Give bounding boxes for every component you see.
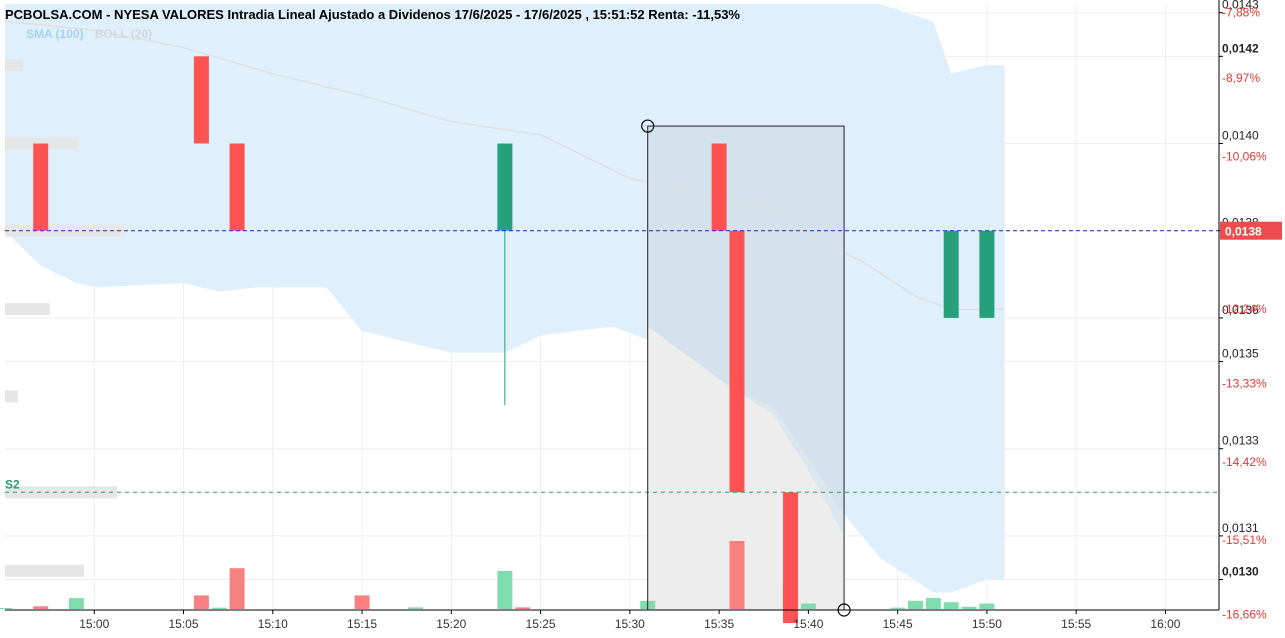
time-tick-label: 15:55 [1061, 617, 1091, 631]
volume-bar [354, 595, 370, 609]
volume-bar [193, 595, 209, 609]
price-tick-label: 0,0133 [1222, 434, 1259, 448]
volume-bar [890, 607, 906, 609]
volume-bar [0, 607, 13, 609]
time-tick-label: 15:45 [883, 617, 913, 631]
price-tick-label: 0,0136 [1222, 303, 1259, 317]
chart-title: PCBOLSA.COM - NYESA VALORES Intradia Lin… [5, 7, 740, 22]
selection-tint [647, 126, 845, 536]
candle-body [783, 492, 799, 624]
depth-bar [5, 59, 23, 72]
price-axis: 0,0143 0,0142 0,0140 0,0138 0,0136 0,0135 0,01… [1218, 0, 1282, 621]
time-tick-label: 15:10 [258, 617, 288, 631]
legend-boll[interactable]: BOLL (20) [95, 27, 152, 41]
candle-body [943, 230, 959, 318]
time-tick-label: 15:15 [347, 617, 377, 631]
depth-bar [5, 564, 84, 577]
percent-tick-label: -8,97% [1222, 71, 1260, 85]
current-price-tag-bg [1220, 221, 1282, 240]
volume-bar [925, 598, 941, 609]
time-tick-label: 15:50 [972, 617, 1002, 631]
price-tick-label: 0,0131 [1222, 521, 1259, 535]
price-tick-label: 0,0130 [1222, 564, 1259, 578]
volume-bar [800, 603, 816, 609]
current-price-tag: 0,0138 [1220, 221, 1282, 240]
reference-lines: S2 [5, 230, 1219, 493]
support-s2-label: S2 [5, 477, 20, 491]
depth-bar [5, 390, 18, 403]
candlesticks [33, 56, 995, 624]
selection-handle-top-left[interactable] [641, 119, 655, 133]
candle-body [33, 143, 49, 231]
sma-polyline [4, 20, 1005, 310]
time-tick-label: 15:20 [436, 617, 466, 631]
candle-body [729, 230, 745, 493]
percent-tick-label: -12,24% [1222, 302, 1267, 316]
candle-body [711, 143, 727, 231]
volume-bar [943, 602, 959, 609]
percent-tick-label: -7,88% [1222, 6, 1260, 20]
percent-tick-label: -14,42% [1222, 455, 1267, 469]
volume-bar [68, 598, 84, 609]
percent-tick-label: -15,51% [1222, 533, 1267, 547]
time-tick-label: 15:30 [615, 617, 645, 631]
candle-body [229, 143, 245, 231]
time-axis: 15:00 15:05 15:10 15:15 15:20 15:25 15:30 15:35… [5, 609, 1219, 631]
percent-tick-label: -10,06% [1222, 150, 1267, 164]
selection-shade [647, 126, 845, 610]
candle-body [497, 143, 513, 231]
percent-tick-label: -16,66% [1222, 607, 1267, 621]
time-tick-label: 16:00 [1150, 617, 1180, 631]
sma-line [4, 20, 1005, 310]
time-tick-label: 15:35 [704, 617, 734, 631]
time-tick-label: 15:00 [79, 617, 109, 631]
time-tick-label: 15:40 [793, 617, 823, 631]
volume-bar [729, 541, 745, 609]
volume-bar [908, 600, 923, 609]
price-tick-label: 0,0135 [1222, 346, 1259, 360]
volume-bar [408, 607, 424, 609]
percent-tick-label: -13,33% [1222, 376, 1267, 390]
price-tick-label: 0,0142 [1222, 41, 1259, 55]
volume-bar [497, 570, 513, 609]
depth-bar [5, 303, 50, 316]
candle-body [979, 230, 995, 318]
volume-bar [961, 606, 977, 609]
volume-bar [211, 607, 227, 609]
time-tick-label: 15:05 [169, 617, 199, 631]
candle-body [193, 56, 209, 144]
time-tick-label: 15:25 [526, 617, 556, 631]
volume-bar [229, 568, 245, 609]
volume-bars [0, 541, 995, 609]
price-tick-label: 0,0140 [1222, 129, 1259, 143]
volume-bar [979, 603, 995, 609]
volume-bar [515, 607, 531, 609]
legend-sma[interactable]: SMA (100) [26, 27, 84, 41]
current-price-tag-label: 0,0138 [1225, 225, 1262, 239]
price-tick-label: 0,0143 [1222, 0, 1259, 12]
volume-bar [33, 606, 49, 609]
